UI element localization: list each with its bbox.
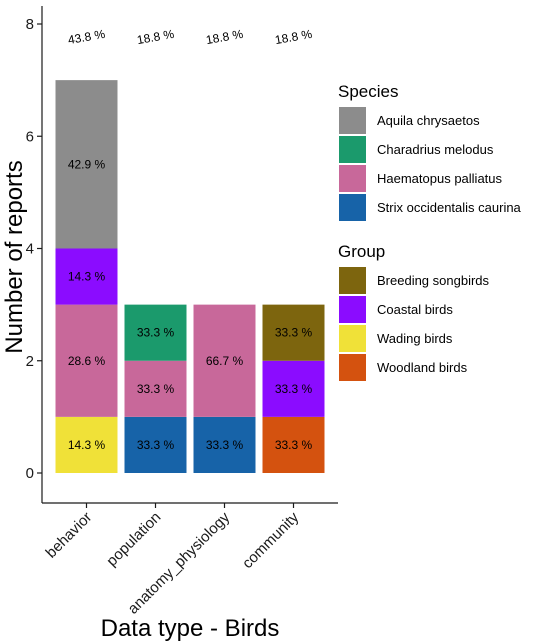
y-tick-label: 2 <box>26 353 34 370</box>
bar-segment-label: 33.3 % <box>275 382 313 396</box>
bar-total-label: 18.8 % <box>205 27 245 47</box>
bar-total-label: 43.8 % <box>67 27 107 47</box>
bar-segment-label: 14.3 % <box>68 270 106 284</box>
legend-swatch <box>339 325 366 352</box>
legend-title: Species <box>338 82 398 101</box>
y-tick-label: 4 <box>26 241 34 258</box>
legend-swatch <box>339 194 366 221</box>
bar-segment-label: 33.3 % <box>275 326 313 340</box>
bar-segment <box>262 304 325 361</box>
legend-swatch <box>339 165 366 192</box>
legend-label: Charadrius melodus <box>377 142 494 157</box>
bar-segment <box>193 304 256 417</box>
legend-label: Haematopus palliatus <box>377 171 503 186</box>
legend-label: Coastal birds <box>377 302 453 317</box>
bar-segment <box>124 304 187 361</box>
x-tick-label: population <box>103 509 164 570</box>
legend-swatch <box>339 267 366 294</box>
legend-label: Woodland birds <box>377 360 468 375</box>
y-tick-label: 6 <box>26 128 34 145</box>
legend-swatch <box>339 296 366 323</box>
x-tick-label: behavior <box>43 509 96 562</box>
legend: Species Aquila chrysaetos Charadrius melod… <box>338 82 522 382</box>
bar-segment-label: 14.3 % <box>68 438 106 452</box>
bar-segment <box>55 248 118 305</box>
legend-swatch <box>339 136 366 163</box>
bar-segment-label: 33.3 % <box>137 438 175 452</box>
legend-swatch <box>339 107 366 134</box>
bar-segment <box>124 416 187 473</box>
y-tick-label: 8 <box>26 16 34 33</box>
bar-segment <box>262 416 325 473</box>
bar-segment <box>262 360 325 417</box>
legend-label: Wading birds <box>377 331 453 346</box>
bar-segment <box>55 80 118 249</box>
y-tick-label: 0 <box>26 465 34 482</box>
bar-segment-label: 42.9 % <box>68 157 106 171</box>
bar-segment-label: 33.3 % <box>137 326 175 340</box>
bar-segment <box>55 304 118 417</box>
bar-total-label: 18.8 % <box>136 27 176 47</box>
bar-segment-label: 66.7 % <box>206 354 244 368</box>
bar-segment <box>193 416 256 473</box>
bar-total-label: 18.8 % <box>274 27 314 47</box>
x-tick-label: community <box>239 508 303 572</box>
bar-segment-label: 28.6 % <box>68 354 106 368</box>
plot-area: 0 2 4 6 8 14.3 % 28.6 % 14.3 % 42.9 % 43.8 % behav… <box>26 16 325 618</box>
legend-swatch <box>339 354 366 381</box>
bar-segment-label: 33.3 % <box>206 438 244 452</box>
x-axis-title: Data type - Birds <box>101 615 280 642</box>
legend-title: Group <box>338 242 385 261</box>
legend-label: Aquila chrysaetos <box>377 113 480 128</box>
legend-label: Strix occidentalis caurina <box>377 200 522 215</box>
y-axis-title: Number of reports <box>1 160 28 353</box>
bar-segment <box>124 360 187 417</box>
legend-label: Breeding songbirds <box>377 273 490 288</box>
bar-segment <box>55 416 118 473</box>
bar-segment-label: 33.3 % <box>275 438 313 452</box>
bar-segment-label: 33.3 % <box>137 382 175 396</box>
